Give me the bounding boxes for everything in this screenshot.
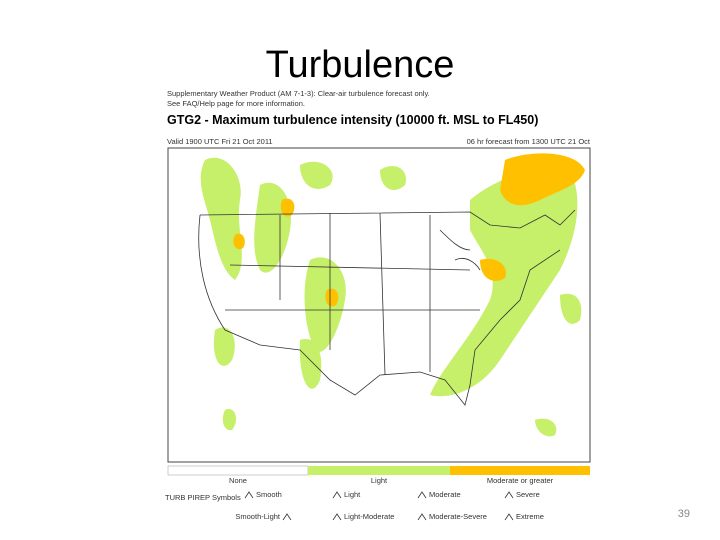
pirep-symbol-label: Light-Moderate xyxy=(344,512,394,521)
legend-label: Light xyxy=(371,476,388,485)
pirep-symbol-label: Moderate-Severe xyxy=(429,512,487,521)
pirep-symbol-label: Moderate xyxy=(429,490,461,499)
legend-label: None xyxy=(229,476,247,485)
pirep-symbol-label: Smooth xyxy=(256,490,282,499)
legend-swatch xyxy=(308,466,450,475)
valid-time: Valid 1900 UTC Fri 21 Oct 2011 xyxy=(167,137,273,146)
header-line: Supplementary Weather Product (AM 7-1-3)… xyxy=(167,89,430,98)
pirep-symbol-label: Extreme xyxy=(516,512,544,521)
legend-swatch xyxy=(167,465,309,476)
pirep-symbol-label: Light xyxy=(344,490,361,499)
forecast-time: 06 hr forecast from 1300 UTC 21 Oct xyxy=(467,137,591,146)
pirep-label: TURB PIREP Symbols xyxy=(165,493,241,502)
pirep-symbol-label: Smooth-Light xyxy=(235,512,281,521)
legend-label: Moderate or greater xyxy=(487,476,554,485)
slide-title: Turbulence xyxy=(265,44,455,86)
header-line: See FAQ/Help page for more information. xyxy=(167,99,305,108)
map-title: GTG2 - Maximum turbulence intensity (100… xyxy=(167,113,538,127)
map xyxy=(167,147,591,463)
legend-swatch xyxy=(450,466,590,475)
pirep-symbol-label: Severe xyxy=(516,490,540,499)
page-number: 39 xyxy=(677,508,690,520)
